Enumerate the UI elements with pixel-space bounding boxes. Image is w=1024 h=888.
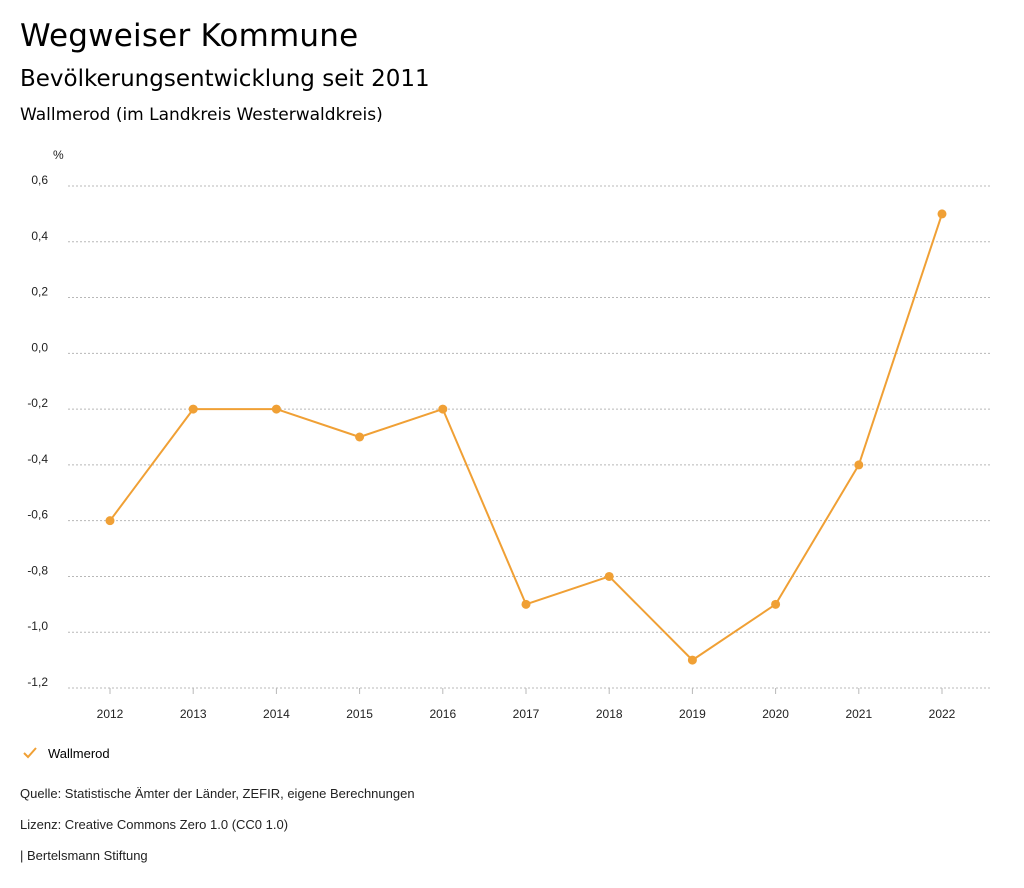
x-tick-label: 2016 [429,707,456,721]
x-tick-label: 2019 [679,707,706,721]
source-text: Quelle: Statistische Ämter der Länder, Z… [20,786,415,801]
y-tick-label: -1,0 [27,619,48,633]
x-tick-label: 2017 [513,707,540,721]
y-axis-unit: % [53,148,64,162]
grid-lines [68,185,990,689]
line-chart: % 0,6 0,4 0,2 0,0 -0,2 -0,4 -0,6 -0,8 -1,0 -1,2 2… [27,148,990,721]
y-tick-label: -1,2 [27,675,48,689]
data-point [937,209,947,219]
series-points [105,209,947,665]
x-tick-label: 2018 [596,707,623,721]
data-point [438,404,448,414]
y-tick-label: 0,4 [31,229,48,243]
x-tick-label: 2022 [929,707,956,721]
y-tick-label: -0,8 [27,563,48,577]
publisher-text: | Bertelsmann Stiftung [20,848,148,863]
x-tick-label: 2014 [263,707,290,721]
chart-subtitle: Bevölkerungsentwicklung seit 2011 [20,66,430,92]
legend-label: Wallmerod [48,745,110,761]
x-tick-label: 2012 [97,707,124,721]
page-title: Wegweiser Kommune [20,18,359,54]
data-point [105,516,115,526]
x-tick-label: 2021 [845,707,872,721]
region-label: Wallmerod (im Landkreis Westerwaldkreis) [20,105,383,125]
data-point [271,404,281,414]
data-point [771,599,781,609]
data-point [687,655,697,665]
y-tick-label: 0,2 [31,285,48,299]
x-tick-label: 2020 [762,707,789,721]
series-line [109,213,943,662]
x-tick-label: 2015 [346,707,373,721]
check-icon [23,747,37,759]
x-tick-label: 2013 [180,707,207,721]
y-tick-label: 0,6 [31,173,48,187]
y-axis-ticks: 0,6 0,4 0,2 0,0 -0,2 -0,4 -0,6 -0,8 -1,0 -1,2 [27,173,48,689]
series-lines [109,213,943,662]
data-point [604,571,614,581]
data-point [355,432,365,442]
x-axis-ticks: 2012 2013 2014 2015 2016 2017 2018 2019 2020 2021… [97,688,956,721]
y-tick-label: -0,6 [27,508,48,522]
legend[interactable]: Wallmerod [22,745,110,761]
data-point [188,404,198,414]
y-tick-label: -0,4 [27,452,48,466]
data-point [854,460,864,470]
y-tick-label: -0,2 [27,396,48,410]
y-tick-label: 0,0 [31,340,48,354]
data-point [521,599,531,609]
license-text: Lizenz: Creative Commons Zero 1.0 (CC0 1… [20,817,289,832]
